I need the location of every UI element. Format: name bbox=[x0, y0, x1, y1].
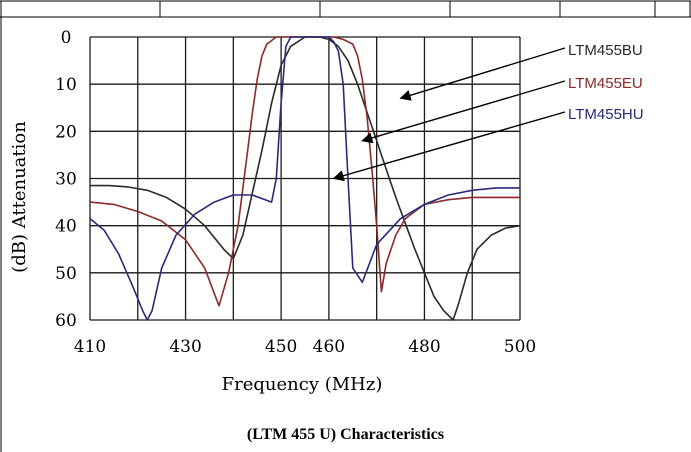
annotation-arrow bbox=[399, 47, 566, 101]
x-tick-label: 500 bbox=[504, 337, 536, 357]
y-tick-label: 30 bbox=[55, 170, 77, 190]
x-axis-title: Frequency (MHz) bbox=[222, 374, 383, 395]
y-tick-label: 40 bbox=[55, 217, 77, 237]
series-line-ltm455hu bbox=[89, 36, 520, 321]
curves bbox=[89, 36, 521, 321]
series-line-ltm455eu bbox=[89, 36, 520, 307]
x-tick-labels: 410 430 450 460 480 500 bbox=[74, 337, 536, 357]
legend-label-ltm455bu: LTM455BU bbox=[568, 42, 643, 59]
x-tick-label: 460 bbox=[313, 337, 345, 357]
annotation-arrow bbox=[332, 111, 566, 182]
y-tick-label: 0 bbox=[61, 28, 72, 48]
legend-label-ltm455hu: LTM455HU bbox=[568, 106, 644, 123]
x-tick-label: 430 bbox=[169, 337, 201, 357]
y-tick-labels: 0 10 20 30 40 50 60 bbox=[55, 28, 77, 331]
y-tick-label: 20 bbox=[55, 122, 77, 142]
annotation-arrow bbox=[361, 80, 566, 144]
y-tick-label: 60 bbox=[55, 311, 77, 331]
grid bbox=[89, 36, 521, 321]
legend-annotations: LTM455BU LTM455EU LTM455HU bbox=[332, 42, 644, 182]
x-tick-label: 410 bbox=[74, 337, 106, 357]
x-tick-label: 480 bbox=[408, 337, 440, 357]
y-tick-label: 10 bbox=[55, 75, 77, 95]
y-axis-title: (dB) Attenuation bbox=[9, 121, 30, 273]
legend-label-ltm455eu: LTM455EU bbox=[568, 75, 643, 92]
x-tick-label: 450 bbox=[265, 337, 297, 357]
y-tick-label: 50 bbox=[55, 264, 77, 284]
series-line-ltm455bu bbox=[90, 36, 521, 321]
chart-caption: (LTM 455 U) Characteristics bbox=[246, 426, 445, 443]
